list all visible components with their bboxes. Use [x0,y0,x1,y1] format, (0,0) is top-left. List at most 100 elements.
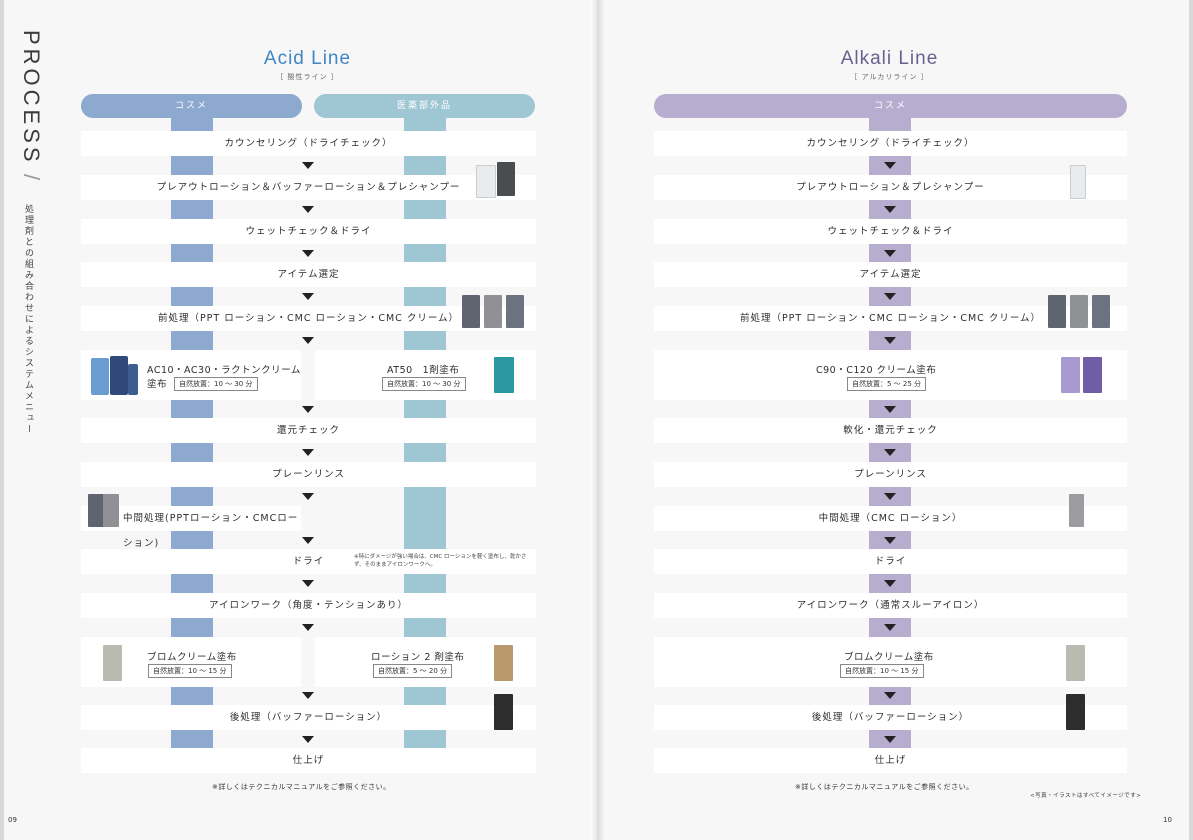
acid-quasi-application-label: AT50 1剤塗布 [387,365,460,376]
flow-arrow [884,736,896,743]
blue-tube-image [91,358,109,395]
book-gutter [590,0,604,840]
alkali-lane-cosme: コスメ [654,94,1127,118]
flow-arrow [302,537,314,544]
acid-step-reduction-check: 還元チェック [81,418,536,443]
gray-pouch-image [484,295,502,328]
acid-line-title: Acid Line [263,48,352,69]
acid-lane-cosme: コスメ [81,94,302,118]
tan-bottle-image [494,645,513,681]
alkali-step-intermediate-treatment: 中間処理（CMC ローション） [654,506,1127,531]
time-badge: 自然放置：10 〜 30 分 [174,377,258,391]
slate-pouch-image [88,494,104,527]
gray-pouch-image [1069,494,1084,527]
slate-pouch-image [1092,295,1110,328]
teal-pouch-image [494,357,514,393]
page-number-right: 10 [1163,816,1172,824]
flow-arrow [884,337,896,344]
acid-step-counseling: カウンセリング（ドライチェック） [81,131,536,156]
alkali-footnote: ※詳しくはテクニカルマニュアルをご参照ください。 [795,783,974,791]
alkali-step-item-selection: アイテム選定 [654,262,1127,287]
black-pouch-image [494,694,513,730]
acid-step-item-selection: アイテム選定 [81,262,536,287]
alkali-step-cream-application: C90・C120 クリーム塗布 自然放置：5 〜 25 分 [654,350,1127,400]
alkali-step-pre-treatment-lotions: プレアウトローション＆プレシャンプー [654,175,1127,200]
flow-arrow [302,162,314,169]
alkali-line-title: Alkali Line [840,48,939,69]
acid-cosme-application-label: AC10・AC30・ラクトンクリーム塗布 [147,365,301,390]
gray-pouch-image [1070,295,1088,328]
page-number-left: 09 [8,816,17,824]
black-pouch-image [1066,694,1085,730]
photo-disclaimer: <写真・イラストはすべてイメージです> [1030,793,1142,799]
slate-pouch-image [462,295,480,328]
flow-arrow [302,406,314,413]
alkali-step-post-treatment: 後処理（バッファーローション） [654,705,1127,730]
flow-arrow [884,293,896,300]
flow-arrow [302,736,314,743]
slate-pouch-image [506,295,524,328]
acid-step-dry-label: ドライ [292,556,325,567]
sage-tube-image [1066,645,1085,681]
acid-dry-note: ※特にダメージが強い場合は、CMC ローションを軽く塗布し、乾かさず、そのままア… [354,554,527,568]
acid-lotion-2-label: ローション 2 剤塗布 [371,652,465,663]
left-edge [0,0,4,840]
alkali-step-finish: 仕上げ [654,748,1127,773]
acid-step-dry: ドライ [81,549,536,574]
acid-brom-cream-label: ブロムクリーム塗布 [147,652,237,663]
time-badge: 自然放置：10 〜 30 分 [382,377,466,391]
flow-arrow [884,692,896,699]
process-heading: PROCESS / [8,30,44,192]
flow-arrow [302,250,314,257]
acid-line-subtitle: ［ 酸性ライン ］ [276,73,339,81]
alkali-brom-cream-label: ブロムクリーム塗布 [844,652,934,663]
flow-arrow [302,624,314,631]
process-subheading: 処理剤との組み合わせによるシステムメニュー [23,204,33,435]
acid-lane-quasi-drug: 医薬部外品 [314,94,535,118]
flow-arrow [884,537,896,544]
white-pouch-image [1070,165,1086,199]
acid-step-finish: 仕上げ [81,748,536,773]
alkali-line-subtitle: ［ アルカリライン ］ [850,73,929,81]
lavender-pouch-image [1061,357,1080,393]
dark-pouch-image [497,162,515,196]
flow-arrow [884,624,896,631]
gray-pouch-image [103,494,119,527]
time-badge: 自然放置：10 〜 15 分 [148,664,232,678]
purple-pouch-image [1083,357,1102,393]
acid-step-wet-check: ウェットチェック＆ドライ [81,219,536,244]
blue-bottle-image [128,364,138,395]
alkali-step-iron-work: アイロンワーク（通常スルーアイロン） [654,593,1127,618]
time-badge: 自然放置：5 〜 25 分 [847,377,927,391]
white-pouch-image [476,165,496,198]
time-badge: 自然放置：10 〜 15 分 [840,664,924,678]
flow-arrow [302,293,314,300]
flow-arrow [302,692,314,699]
navy-tube-image [110,356,128,395]
flow-arrow [884,250,896,257]
alkali-cream-application-label: C90・C120 クリーム塗布 [816,365,937,376]
flow-arrow [302,337,314,344]
acid-footnote: ※詳しくはテクニカルマニュアルをご参照ください。 [212,783,391,791]
time-badge: 自然放置：5 〜 20 分 [373,664,453,678]
acid-step-post-treatment: 後処理（バッファーローション） [81,705,536,730]
alkali-step-wet-check: ウェットチェック＆ドライ [654,219,1127,244]
right-edge [1189,0,1193,840]
flow-arrow [884,493,896,500]
flow-arrow [302,206,314,213]
sage-tube-image [103,645,122,681]
acid-step-iron-work: アイロンワーク（角度・テンションあり） [81,593,536,618]
flow-arrow [884,406,896,413]
flow-arrow [302,493,314,500]
alkali-step-softening-check: 軟化・還元チェック [654,418,1127,443]
process-slash: / [19,173,44,184]
flow-arrow [884,162,896,169]
alkali-step-plain-rinse: プレーンリンス [654,462,1127,487]
process-title-text: PROCESS [19,30,44,166]
flow-arrow [884,206,896,213]
alkali-step-counseling: カウンセリング（ドライチェック） [654,131,1127,156]
acid-step-pre-treatment-lotions: プレアウトローション＆バッファーローション＆プレシャンプー [81,175,536,200]
flow-arrow [884,580,896,587]
alkali-step-dry: ドライ [654,549,1127,574]
